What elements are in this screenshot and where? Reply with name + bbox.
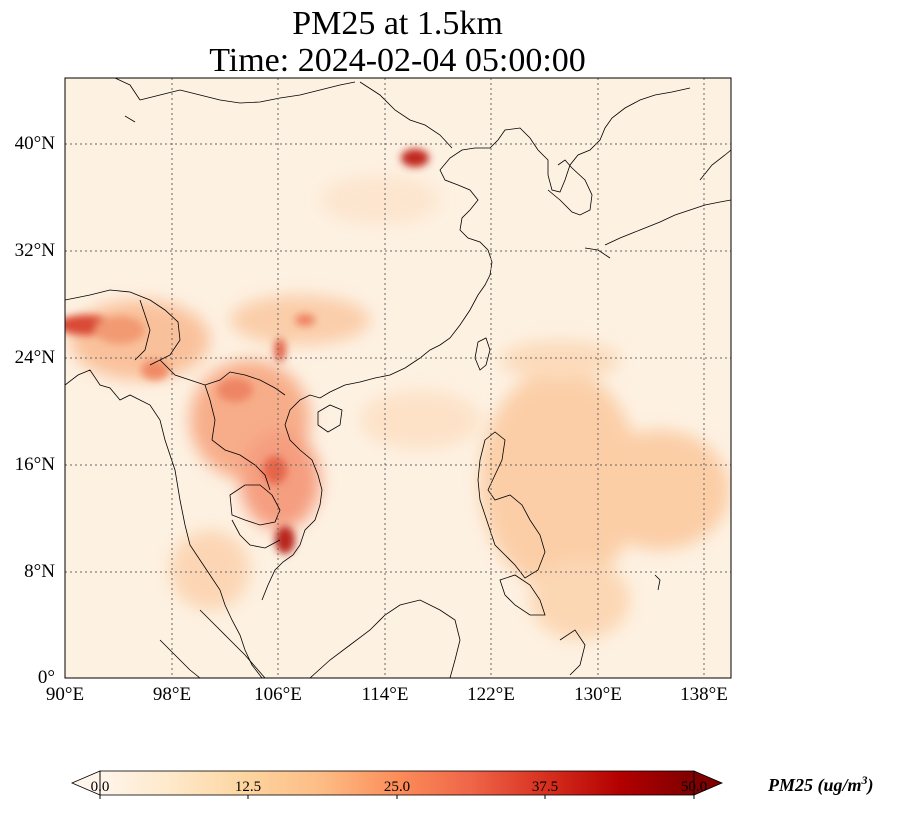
coastlines [65, 78, 731, 678]
colorbar-tick: 50.0 [680, 779, 708, 795]
lat-label: 8°N [24, 561, 55, 582]
lon-label: 90°E [45, 684, 85, 705]
lat-label: 40°N [14, 133, 55, 154]
colorbar-tick: 37.5 [531, 779, 559, 795]
lon-label: 122°E [467, 684, 515, 705]
colorbar-label: PM25 (ug/m3) [768, 773, 874, 796]
title-time: Time: 2024-02-04 05:00:00 [209, 42, 586, 79]
colorbar-label-exponent: 3 [861, 773, 868, 787]
colorbar-label-close: ) [867, 775, 874, 795]
map-frame [64, 77, 732, 679]
lat-label: 24°N [14, 347, 55, 368]
graticule [65, 78, 731, 678]
colorbar [70, 770, 724, 799]
lat-label: 16°N [14, 454, 55, 475]
colorbar-label-text: PM25 (ug/m [768, 775, 862, 795]
pm25-field [65, 78, 731, 678]
colorbar-tick: 12.5 [234, 779, 262, 795]
colorbar-tick: 25.0 [383, 779, 411, 795]
lon-label: 106°E [254, 684, 302, 705]
lon-label: 138°E [680, 684, 728, 705]
lon-label: 114°E [361, 684, 409, 705]
lat-label: 0° [37, 667, 55, 688]
colorbar-tick: 0.0 [90, 779, 110, 795]
lon-label: 130°E [574, 684, 622, 705]
lon-label: 98°E [152, 684, 192, 705]
lat-label: 32°N [14, 240, 55, 261]
title-variable: PM25 at 1.5km [292, 5, 503, 42]
